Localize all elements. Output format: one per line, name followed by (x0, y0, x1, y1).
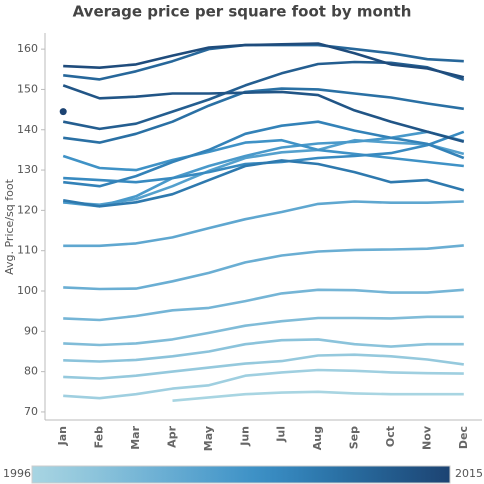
x-tick-label: May (202, 426, 215, 451)
line (63, 43, 464, 81)
y-tick-label: 90 (24, 324, 38, 337)
line (63, 244, 464, 291)
y-tick-label: 110 (17, 244, 38, 257)
line (63, 138, 465, 206)
line (62, 159, 465, 208)
line (172, 390, 464, 402)
x-tick-label: Jun (238, 426, 251, 447)
x-tick-label: Dec (457, 426, 470, 449)
line (62, 138, 464, 172)
line (63, 368, 464, 400)
y-tick-label: 160 (17, 42, 38, 55)
y-axis-label: Avg. Price/sq foot (3, 178, 16, 274)
color-legend-max: 2015 (455, 467, 483, 480)
y-tick-label: 140 (17, 123, 38, 136)
line (63, 200, 464, 248)
line (63, 42, 465, 79)
line (63, 120, 465, 188)
x-tick-label: Oct (384, 426, 397, 447)
y-tick-label: 130 (17, 163, 38, 176)
x-tick-label: Aug (311, 426, 324, 450)
y-tick-label: 100 (17, 284, 38, 297)
color-legend-min: 1996 (3, 467, 31, 480)
chart-title: Average price per square foot by month (73, 3, 412, 21)
x-tick-label: Jan (56, 426, 69, 446)
x-tick-label: Nov (420, 425, 433, 450)
x-tick-label: Feb (93, 426, 106, 449)
y-tick-label: 80 (24, 365, 38, 378)
line (63, 288, 464, 322)
line-point (59, 108, 67, 116)
y-tick-label: 150 (17, 82, 38, 95)
line (63, 338, 464, 363)
line (63, 130, 465, 208)
line (63, 353, 464, 380)
x-tick-label: Sep (348, 426, 361, 449)
x-tick-label: Mar (129, 425, 142, 449)
line (63, 315, 464, 347)
color-legend-bar (31, 465, 451, 484)
x-tick-label: Jul (275, 426, 288, 443)
y-tick-label: 120 (17, 203, 38, 216)
x-tick-label: Apr (165, 425, 178, 447)
line (62, 60, 465, 131)
line (62, 84, 465, 144)
line (63, 87, 464, 144)
y-tick-label: 70 (24, 405, 38, 418)
